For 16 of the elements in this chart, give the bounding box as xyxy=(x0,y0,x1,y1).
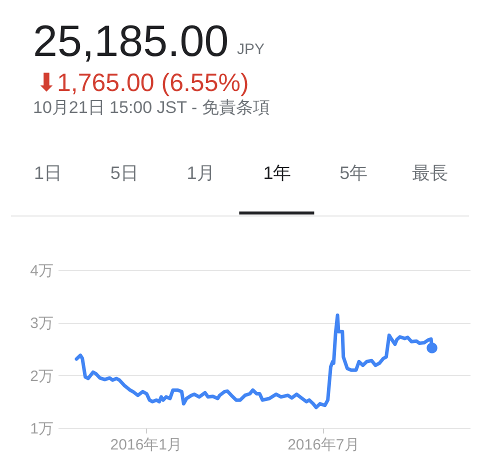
text: 1年 xyxy=(263,163,292,183)
y-tick-label: 2万 xyxy=(30,368,54,385)
text: 5年 xyxy=(340,163,368,183)
x-tick-label: 2016年1月 xyxy=(110,436,182,454)
text: JPY xyxy=(237,41,265,58)
y-tick-label: 1万 xyxy=(30,420,54,438)
text: 1月 xyxy=(186,163,215,183)
text: ⬇1,765.00 (6.55%) xyxy=(36,69,249,97)
text: 10月21日 15:00 JST - 免責条項 xyxy=(33,98,270,117)
chart-title: 25,185.00 xyxy=(33,17,229,66)
x-tick-label: 2016年7月 xyxy=(288,436,360,454)
text: 1日 xyxy=(34,163,62,183)
y-tick-label: 3万 xyxy=(30,315,54,332)
y-tick-label: 4万 xyxy=(30,262,54,280)
text: 5日 xyxy=(110,163,138,183)
text: 最長 xyxy=(412,163,448,183)
